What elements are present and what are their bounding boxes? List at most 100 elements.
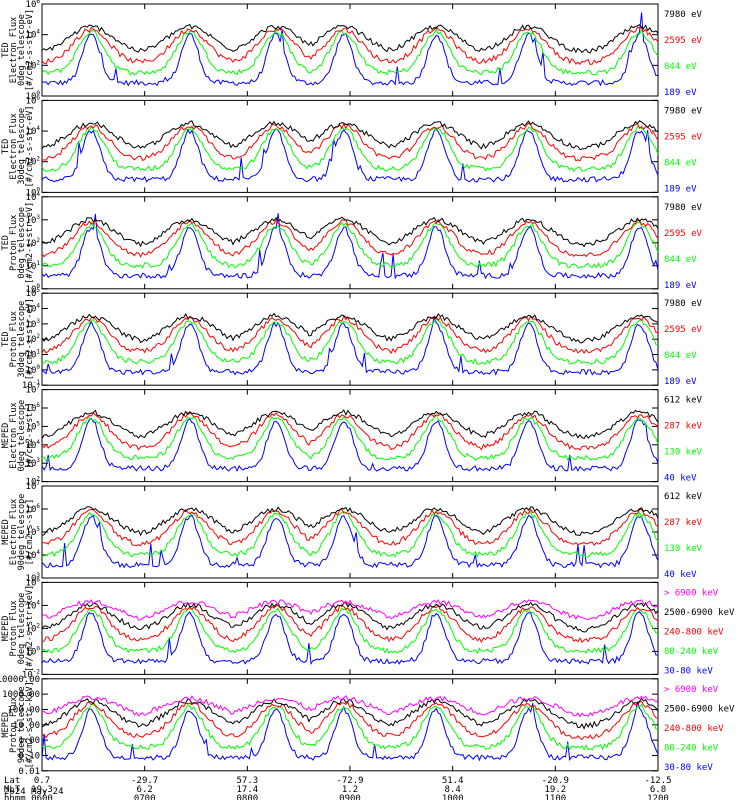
legend-entry: 240-800 keV <box>664 627 724 637</box>
series-line-green <box>41 703 659 751</box>
y-tick-label: 100.00 <box>7 705 40 715</box>
y-axis-label-line: 90deg telescope <box>17 686 27 763</box>
plot-frame <box>41 581 659 675</box>
series-line-magenta <box>41 599 659 621</box>
series-line-green <box>41 220 659 269</box>
y-tick-label: 103 <box>26 214 41 226</box>
y-tick-label: 102 <box>26 156 41 168</box>
footer-row-label: hhmm <box>4 794 26 800</box>
legend-entry: > 6900 keV <box>664 588 719 598</box>
legend-entry: 2595 eV <box>664 36 703 46</box>
y-axis-label-line: 0deg telescope <box>17 207 27 279</box>
y-tick-label: 10.00 <box>13 721 40 731</box>
y-axis-label-line: [#/cm2-s-str] <box>25 402 35 469</box>
y-tick-label: 10-2 <box>22 668 40 680</box>
y-axis-label-line: MEPED <box>1 616 11 642</box>
footer-value: -72.9 <box>336 776 363 786</box>
y-tick-label: 104 <box>26 29 41 41</box>
series-line-green <box>41 28 659 76</box>
series-line-blue <box>41 127 659 183</box>
y-axis-label-line: MEPED <box>1 423 11 449</box>
y-tick-label: 106 <box>26 402 41 414</box>
y-axis-label-line: 0deg telescope <box>17 593 27 665</box>
y-tick-label: 104 <box>26 125 41 137</box>
series-line-red <box>41 122 659 162</box>
legend-entry: 287 keV <box>664 518 703 528</box>
legend-entry: 80-240 keV <box>664 743 719 753</box>
series-line-red <box>41 412 659 451</box>
footer-value: 6.8 <box>650 785 666 795</box>
y-tick-label: 106 <box>26 0 41 10</box>
series-line-green <box>42 318 659 365</box>
series-line-black <box>41 409 659 440</box>
y-axis-label-line: [#/cm2-s-str] <box>25 499 35 566</box>
y-tick-label: 100 <box>26 283 41 295</box>
legend-entry: 287 keV <box>664 422 703 432</box>
date-label: 2024 May 24 <box>4 787 64 797</box>
y-tick-label: 101 <box>26 260 41 272</box>
footer-value: 19.2 <box>544 785 566 795</box>
series-line-green <box>41 510 659 558</box>
footer-value: 17.4 <box>236 785 258 795</box>
series-line-blue <box>41 213 659 280</box>
y-axis-label-line: 90deg telescope <box>17 494 27 571</box>
footer-value: 0700 <box>134 794 156 800</box>
legend-entry: 612 keV <box>664 492 703 502</box>
y-axis-label-line: TED <box>1 332 11 347</box>
footer-value: 1200 <box>647 794 669 800</box>
series-line-black <box>41 506 659 537</box>
series-line-red <box>42 508 659 547</box>
y-axis-label-line: 30deg telescope <box>17 301 27 378</box>
y-axis-label-line: MEPED <box>1 519 11 545</box>
series-line-black <box>41 23 659 54</box>
series-line-magenta <box>41 694 659 718</box>
plot-frame <box>41 292 659 386</box>
y-tick-label: 10000.00 <box>0 675 40 685</box>
footer-value: 0800 <box>236 794 258 800</box>
panel-8: 10000.00 1000.00 100.00 10.00 1.00 0.10 0.01 ME… <box>0 675 735 777</box>
y-tick-label: 104 <box>26 191 41 203</box>
legend-entry: 844 eV <box>664 351 697 361</box>
footer-value: 8.4 <box>445 785 461 795</box>
y-tick-label: 100 <box>26 186 41 198</box>
y-axis-label-line: 0deg telescope <box>17 400 27 472</box>
y-axis-label-line: TED <box>1 139 11 154</box>
legend-entry: 189 eV <box>664 88 697 98</box>
legend-entry: 189 eV <box>664 377 697 387</box>
y-tick-label: 101 <box>26 349 41 361</box>
footer-value: 0600 <box>31 794 53 800</box>
y-tick-label: 104 <box>26 303 41 315</box>
series-line-black <box>41 216 659 248</box>
series-line-red <box>41 218 659 258</box>
legend-entry: 844 eV <box>664 62 697 72</box>
y-tick-label: 1000.00 <box>2 690 40 700</box>
y-axis-label-line: Proton Flux <box>9 311 19 367</box>
y-axis-label-line: Proton Flux <box>9 215 19 271</box>
y-tick-label: 102 <box>26 622 41 634</box>
y-tick-label: 102 <box>26 237 41 249</box>
y-axis-label-line: [#/cm2-s-str-keV] <box>25 681 35 768</box>
footer-value: 0.7 <box>34 776 50 786</box>
y-axis-label-line: Electron Flux <box>9 499 19 566</box>
series-line-black <box>41 312 659 344</box>
legend-entry: 40 keV <box>664 474 697 484</box>
y-tick-label: 106 <box>26 94 41 106</box>
legend-entry: 612 keV <box>664 396 703 406</box>
legend-entry: 80-240 keV <box>664 647 719 657</box>
legend-entry: 130 keV <box>664 448 703 458</box>
legend-entry: 2595 eV <box>664 132 703 142</box>
footer-value: 6.2 <box>137 785 153 795</box>
legend-entry: 7980 eV <box>664 299 703 309</box>
y-tick-label: 104 <box>26 549 41 561</box>
legend-entry: 844 eV <box>664 255 697 265</box>
y-tick-label: 100 <box>26 364 41 376</box>
legend-entry: 2595 eV <box>664 229 703 239</box>
y-tick-label: 105 <box>26 420 41 432</box>
series-line-red <box>41 604 659 644</box>
y-tick-label: 100 <box>26 645 41 657</box>
y-tick-label: 102 <box>26 476 41 488</box>
